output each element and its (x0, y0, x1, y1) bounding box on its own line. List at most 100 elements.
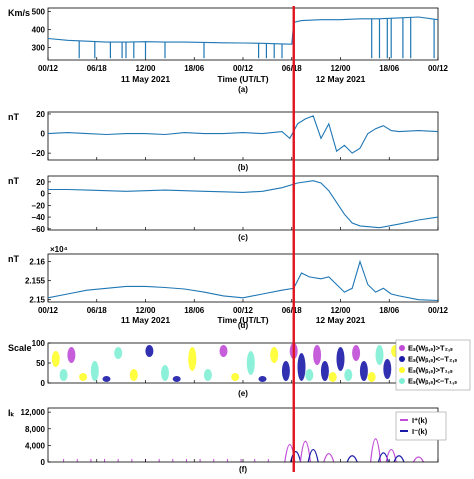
event-blob (67, 347, 76, 363)
x-tick-label: 06/18 (282, 64, 303, 73)
day-label: 11 May 2021 (121, 74, 170, 84)
legend-marker (399, 356, 405, 362)
y-tick-label: 0 (41, 130, 46, 139)
event-blob (359, 361, 368, 381)
event-blob (320, 361, 329, 381)
x-tick-label: 00/12 (428, 64, 449, 73)
event-blob (231, 373, 240, 381)
y-tick-label: 0 (41, 458, 46, 467)
panel-frame-d (47, 253, 439, 303)
event-blob (161, 365, 169, 381)
event-blob (328, 372, 337, 382)
x-tick-label: 06/18 (282, 306, 303, 315)
series-line (47, 16, 439, 45)
y-tick-label: 2.15 (29, 296, 45, 305)
panel-frame-c (47, 175, 439, 231)
y-tick-label: 2.155 (25, 277, 46, 286)
event-blob (188, 347, 197, 371)
event-blob (203, 369, 212, 381)
panel-caption: (e) (238, 389, 248, 398)
series-line (47, 115, 439, 154)
event-blob (367, 372, 376, 382)
y-axis-label: nT (8, 254, 19, 264)
x-tick-label: 12/00 (135, 306, 156, 315)
y-tick-label: −60 (31, 225, 45, 234)
legend-marker (399, 367, 405, 373)
y-axis-label: Scale (8, 343, 32, 353)
panel-f-intensity: 12,000 8,000 4,000 0 Iₖ (f) I⁺(k) I⁻(k) (8, 407, 447, 474)
panel-a-solar-wind-speed: 500 400 300 Km/s (a) 00/12 06/18 12/00 18/06 00/1… (8, 8, 449, 94)
x-tick-label: 18/06 (379, 306, 400, 315)
legend-entry: Eₛ(Wᵦ,ₛ)>T₂,ₛ (408, 344, 453, 353)
event-blob (219, 345, 228, 357)
legend-entry: Eₛ(Wᵦ,ₛ)>T₁,ₛ (408, 366, 453, 375)
y-axis-label: nT (8, 176, 19, 186)
intensity-spike (290, 451, 302, 463)
legend-entry: I⁺(k) (412, 416, 428, 425)
y-tick-label: 12,000 (21, 408, 46, 417)
legend-entry: I⁻(k) (412, 427, 428, 436)
time-axis-label: Time (UT/LT) (217, 315, 268, 325)
y-tick-label: 20 (36, 110, 45, 119)
panel-caption: (d) (238, 321, 249, 330)
event-blob (270, 347, 279, 363)
event-blob (102, 376, 111, 382)
series-line (48, 180, 439, 229)
intensity-spike (323, 453, 335, 463)
event-blob (383, 359, 392, 379)
y-tick-label: 100 (32, 339, 46, 348)
event-blob (281, 361, 290, 381)
x-tick-label: 12/00 (135, 64, 156, 73)
y-tick-label: 20 (36, 178, 45, 187)
event-blob (145, 345, 154, 357)
event-blob (375, 345, 384, 365)
intensity-spike (377, 452, 389, 463)
day-label: 12 May 2021 (316, 74, 366, 84)
y-tick-label: 50 (36, 359, 45, 368)
y-tick-label: 0 (41, 190, 46, 199)
panel-caption: (b) (238, 163, 249, 172)
event-blob (258, 376, 267, 382)
intensity-spike (412, 456, 425, 463)
event-blob (297, 353, 306, 381)
x-tick-label: 06/18 (87, 64, 108, 73)
legend-marker (399, 345, 405, 351)
x-tick-label: 12/00 (330, 306, 351, 315)
scale-note: ×10⁴ (50, 245, 68, 254)
event-blob (114, 347, 123, 359)
x-tick-label: 18/06 (379, 64, 400, 73)
x-tick-label: 00/12 (38, 64, 59, 73)
intensity-spike (307, 448, 319, 463)
y-tick-label: 4,000 (25, 441, 46, 450)
panel-d-geomagnetic-field: 2.16 2.155 2.15 nT (d) ×10⁴ 00/12 06/18 12/00 18/… (8, 245, 449, 330)
y-tick-label: −20 (31, 201, 45, 210)
series-line (47, 259, 439, 302)
event-blob (172, 376, 181, 382)
intensity-spike (370, 438, 382, 463)
panel-c: 20 0 −20 −40 −60 nT (c) (8, 175, 439, 242)
event-blob (90, 361, 99, 381)
intensity-spike (346, 455, 358, 463)
x-tick-label: 00/12 (233, 64, 254, 73)
event-blob (336, 347, 345, 371)
x-tick-label: 00/12 (428, 306, 449, 315)
panel-frame-b (47, 111, 439, 161)
x-tick-label: 18/06 (184, 64, 205, 73)
event-blob (79, 373, 88, 381)
y-tick-label: 2.16 (29, 258, 45, 267)
y-tick-label: −40 (31, 213, 45, 222)
y-tick-label: 300 (32, 43, 46, 52)
legend-box (395, 411, 447, 441)
x-tick-label: 18/06 (184, 306, 205, 315)
y-tick-label: 0 (41, 379, 46, 388)
y-axis-label: Km/s (8, 8, 30, 18)
event-blob (129, 369, 138, 381)
y-tick-label: 500 (32, 8, 46, 17)
event-blob (313, 345, 322, 365)
event-blob (344, 369, 353, 381)
y-axis-label: nT (8, 112, 19, 122)
intensity-spike (393, 455, 405, 463)
day-label: 12 May 2021 (316, 315, 366, 325)
y-tick-label: 8,000 (25, 425, 46, 434)
